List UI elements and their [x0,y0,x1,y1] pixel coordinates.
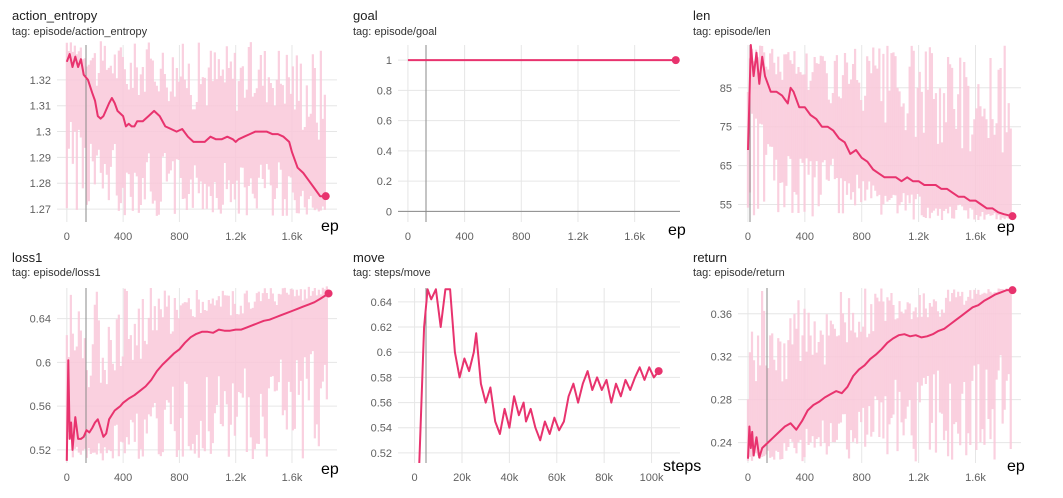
chart-title: action_entropy [12,8,98,23]
chart-tag: tag: episode/len [693,26,771,38]
y-tick-label: 0.28 [711,395,732,407]
chart-tag: tag: episode/loss1 [12,267,101,279]
series-endpoint [654,367,663,376]
chart-tag: tag: episode/goal [353,26,437,38]
x-tick-label: 1.6k [282,231,303,243]
y-tick-label: 1 [386,55,392,67]
x-tick-label: 40k [501,472,519,484]
y-tick-label: 0.8 [377,85,392,97]
x-tick-label: 800 [170,231,188,243]
y-tick-label: 1.3 [36,127,51,139]
y-tick-label: 75 [720,122,732,134]
chart-tag: tag: episode/return [693,267,785,279]
y-tick-label: 0.54 [371,423,392,435]
x-tick-label: 1.2k [908,472,929,484]
y-tick-label: 0.56 [30,401,51,413]
x-tick-label: 1.6k [965,231,986,243]
x-tick-label: 400 [796,231,814,243]
y-tick-label: 0.36 [711,309,732,321]
x-tick-label: 0 [745,472,751,484]
x-unit-label: steps [663,458,702,475]
chart-move: 0.52 0.54 0.56 0.58 0.6 0.62 0.64 0 20k 40k 60k 80k… [371,288,680,484]
series-endpoint [1008,212,1017,221]
x-tick-label: 1.6k [624,231,645,243]
y-tick-label: 0.6 [36,357,51,369]
chart-title: return [693,250,727,265]
x-tick-label: 0 [64,472,70,484]
x-tick-label: 400 [114,231,132,243]
y-tick-label: 55 [720,199,732,211]
x-tick-label: 1.2k [568,231,589,243]
y-tick-label: 0.64 [371,297,392,309]
x-tick-label: 60k [548,472,566,484]
y-tick-label: 1.32 [30,75,51,87]
series-endpoint [671,56,680,65]
y-tick-label: 0.52 [30,445,51,457]
y-tick-label: 0.24 [711,438,732,450]
series-endpoint [324,289,333,298]
y-tick-label: 0.62 [371,322,392,334]
chart-title: goal [353,8,378,23]
x-tick-label: 1.2k [908,231,929,243]
chart-tag: tag: episode/action_entropy [12,26,148,38]
x-tick-label: 800 [853,472,871,484]
chart-title: len [693,8,711,23]
chart-action-entropy: 1.27 1.28 1.29 1.3 1.31 1.32 0 400 800 1.2k 1.6k [30,41,337,243]
x-tick-label: 800 [853,231,871,243]
chart-loss1: 0.52 0.56 0.6 0.64 0 400 800 1.2k 1.6k [30,286,337,484]
x-tick-label: 0 [745,231,751,243]
x-tick-label: 400 [455,231,473,243]
chart-len: 55 65 75 85 0 400 800 1.2k 1.6k [720,44,1021,243]
y-tick-label: 0.4 [377,146,392,158]
y-tick-label: 0.32 [711,352,732,364]
y-tick-label: 0.52 [371,448,392,460]
series-line [418,288,660,464]
chart-tag: tag: steps/move [353,267,431,279]
y-tick-label: 0.64 [30,314,51,326]
x-tick-label: 400 [796,472,814,484]
x-tick-label: 0 [64,231,70,243]
x-unit-label: ep [1007,458,1025,475]
x-unit-label: ep [668,222,686,239]
y-tick-label: 85 [720,83,732,95]
series-endpoint [1008,286,1017,295]
x-tick-label: 1.6k [965,472,986,484]
y-tick-label: 0 [386,206,392,218]
x-unit-label: ep [321,461,339,478]
x-tick-label: 400 [114,472,132,484]
x-tick-label: 20k [453,472,471,484]
x-tick-label: 800 [170,472,188,484]
series-line [747,289,1013,459]
series-endpoint [321,192,330,201]
x-tick-label: 1.6k [282,472,303,484]
y-tick-label: 1.28 [30,178,51,190]
x-tick-label: 100k [640,472,664,484]
y-tick-label: 0.6 [377,347,392,359]
x-unit-label: ep [321,218,339,235]
series-line [65,53,326,198]
x-tick-label: 1.2k [225,231,246,243]
x-tick-label: 1.2k [225,472,246,484]
y-tick-label: 0.2 [377,176,392,188]
x-tick-label: 80k [595,472,613,484]
x-unit-label: ep [997,219,1015,236]
chart-goal: 0 0.2 0.4 0.6 0.8 1 0 400 800 1.2k 1.6k [377,45,680,243]
x-tick-label: 0 [405,231,411,243]
series-line [65,292,330,461]
chart-title: loss1 [12,250,43,265]
x-tick-label: 800 [512,231,530,243]
series-line [747,44,1013,218]
chart-title: move [353,250,385,265]
x-tick-label: 0 [412,472,418,484]
y-tick-label: 0.6 [377,116,392,128]
y-tick-label: 0.56 [371,398,392,410]
y-tick-label: 1.31 [30,101,51,113]
y-tick-label: 1.29 [30,152,51,164]
y-tick-label: 65 [720,161,732,173]
y-tick-label: 1.27 [30,204,51,216]
y-tick-label: 0.58 [371,372,392,384]
